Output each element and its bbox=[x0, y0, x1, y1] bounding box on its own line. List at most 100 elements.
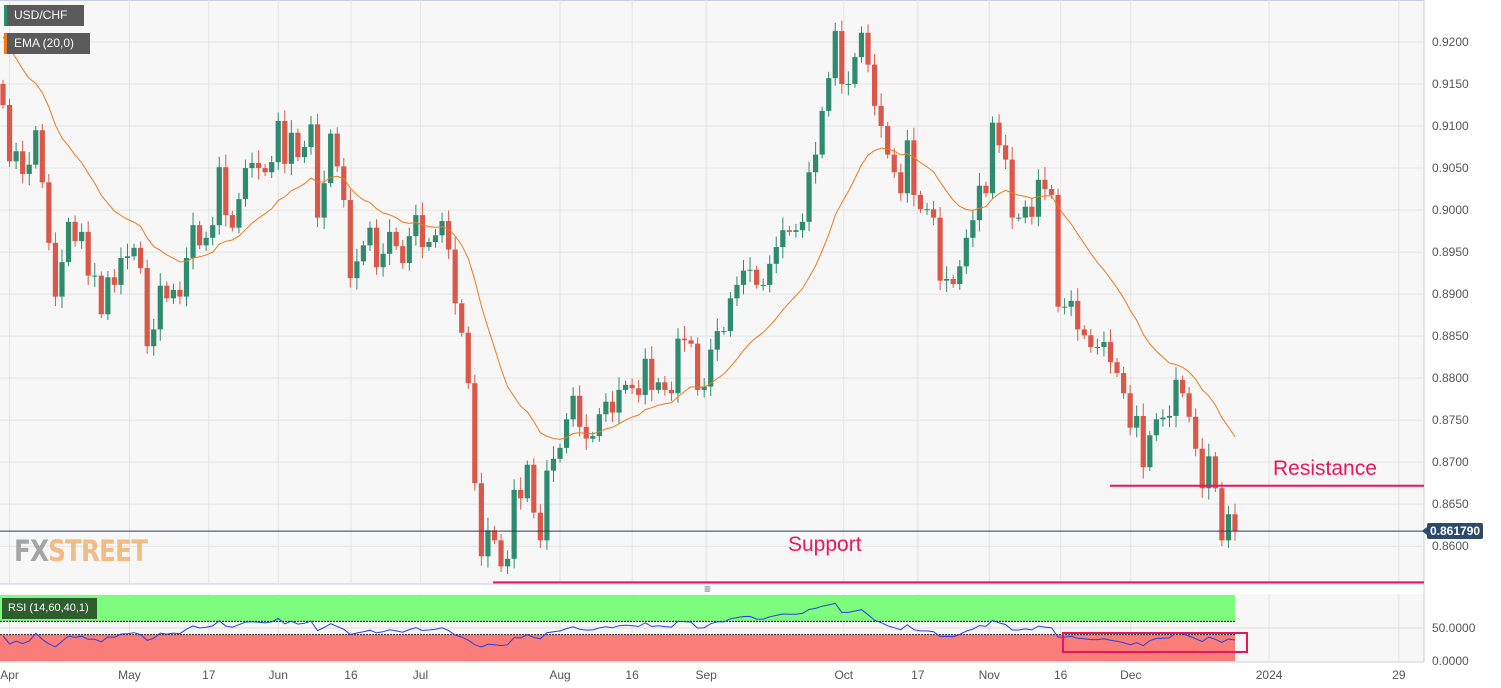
candle-body bbox=[1160, 417, 1166, 420]
candle bbox=[59, 249, 65, 308]
y-tick-label: 0.8900 bbox=[1432, 287, 1469, 301]
candle-body bbox=[1003, 145, 1009, 160]
y-tick-label: 0.8800 bbox=[1432, 371, 1469, 385]
candle bbox=[65, 217, 72, 266]
candle bbox=[242, 159, 249, 207]
candle-body bbox=[183, 257, 190, 297]
candle-body bbox=[989, 122, 996, 194]
support-label: Support bbox=[788, 533, 862, 556]
candle-body bbox=[898, 172, 904, 194]
resistance-label: Resistance bbox=[1273, 457, 1377, 480]
y-tick-label: 0.8650 bbox=[1432, 497, 1469, 511]
candle-body bbox=[216, 167, 222, 226]
x-tick-label: May bbox=[118, 668, 141, 682]
candle bbox=[282, 110, 288, 174]
candle bbox=[269, 155, 275, 178]
candle-body bbox=[937, 217, 943, 281]
y-tick-label: 0.8950 bbox=[1432, 245, 1469, 259]
candle bbox=[1055, 188, 1061, 313]
pair-legend[interactable]: USD/CHF bbox=[4, 5, 84, 26]
candle bbox=[727, 292, 734, 337]
panel-resize-handle[interactable]: ≡ bbox=[704, 582, 712, 596]
candle bbox=[92, 263, 98, 287]
candle-body bbox=[1212, 456, 1218, 489]
candle bbox=[131, 243, 137, 261]
candle-body bbox=[131, 247, 137, 257]
candle-body bbox=[1153, 419, 1159, 436]
candle bbox=[33, 126, 39, 169]
candle-body bbox=[491, 530, 498, 541]
candle bbox=[321, 170, 327, 229]
candle bbox=[1206, 443, 1212, 500]
candle bbox=[760, 278, 766, 291]
candle bbox=[288, 120, 294, 176]
candle-body bbox=[577, 395, 583, 427]
candle-body bbox=[151, 329, 157, 347]
candle bbox=[79, 223, 85, 249]
candle bbox=[1081, 325, 1087, 340]
candle bbox=[721, 326, 727, 335]
candle bbox=[177, 281, 183, 305]
candle bbox=[1088, 328, 1094, 353]
candle bbox=[1147, 431, 1153, 471]
candle-body bbox=[865, 32, 871, 65]
y-tick-label: 0.8600 bbox=[1432, 539, 1469, 553]
candle-body bbox=[1088, 335, 1094, 348]
candle-body bbox=[891, 154, 897, 173]
candle-body bbox=[852, 57, 858, 85]
candle bbox=[675, 328, 681, 403]
candle bbox=[524, 460, 530, 503]
x-tick-label: Oct bbox=[834, 668, 853, 682]
candle bbox=[1134, 405, 1140, 438]
candle bbox=[557, 443, 563, 463]
candle-body bbox=[1081, 329, 1087, 336]
rsi-legend[interactable]: RSI (14,60,40,1) bbox=[2, 598, 97, 619]
x-tick-label: 2024 bbox=[1256, 668, 1283, 682]
candle bbox=[170, 283, 176, 304]
candle bbox=[157, 273, 163, 341]
candle-body bbox=[59, 262, 65, 297]
candle-body bbox=[1193, 416, 1199, 449]
candle-body bbox=[799, 221, 806, 231]
candle bbox=[878, 93, 884, 138]
x-tick-label: 16 bbox=[1054, 668, 1068, 682]
candle bbox=[354, 248, 360, 290]
candle-body bbox=[301, 147, 308, 158]
candle bbox=[341, 157, 347, 208]
candle-body bbox=[563, 419, 570, 448]
candle-body bbox=[373, 227, 380, 268]
candle bbox=[695, 337, 701, 396]
candle-body bbox=[832, 31, 838, 79]
candle-body bbox=[727, 298, 734, 332]
candle bbox=[1094, 338, 1100, 355]
candle-body bbox=[360, 245, 367, 262]
candle-body bbox=[629, 384, 635, 389]
candle-body bbox=[858, 32, 865, 58]
ema-legend[interactable]: EMA (20,0) bbox=[4, 33, 90, 54]
candle-body bbox=[1029, 206, 1035, 217]
candle-body bbox=[812, 154, 819, 173]
candle bbox=[616, 377, 622, 424]
candle-body bbox=[662, 382, 668, 390]
x-tick-label: Sep bbox=[695, 668, 717, 682]
candle bbox=[976, 173, 983, 232]
candle-body bbox=[1186, 393, 1192, 417]
candle bbox=[662, 376, 668, 396]
candle bbox=[1075, 288, 1081, 341]
candle-body bbox=[1232, 514, 1238, 532]
x-tick-label: Jul bbox=[413, 668, 428, 682]
candle-body bbox=[190, 225, 196, 258]
candle bbox=[570, 387, 576, 427]
candle bbox=[511, 479, 517, 569]
candle bbox=[1009, 147, 1015, 229]
candle-body bbox=[504, 558, 511, 567]
candle-body bbox=[72, 221, 78, 242]
candle-body bbox=[924, 209, 930, 211]
candle bbox=[950, 274, 956, 288]
candle bbox=[806, 161, 812, 232]
candle bbox=[0, 79, 6, 109]
y-tick-label: 0.8750 bbox=[1432, 413, 1469, 427]
candle-body bbox=[1022, 206, 1028, 218]
candle bbox=[491, 526, 498, 545]
